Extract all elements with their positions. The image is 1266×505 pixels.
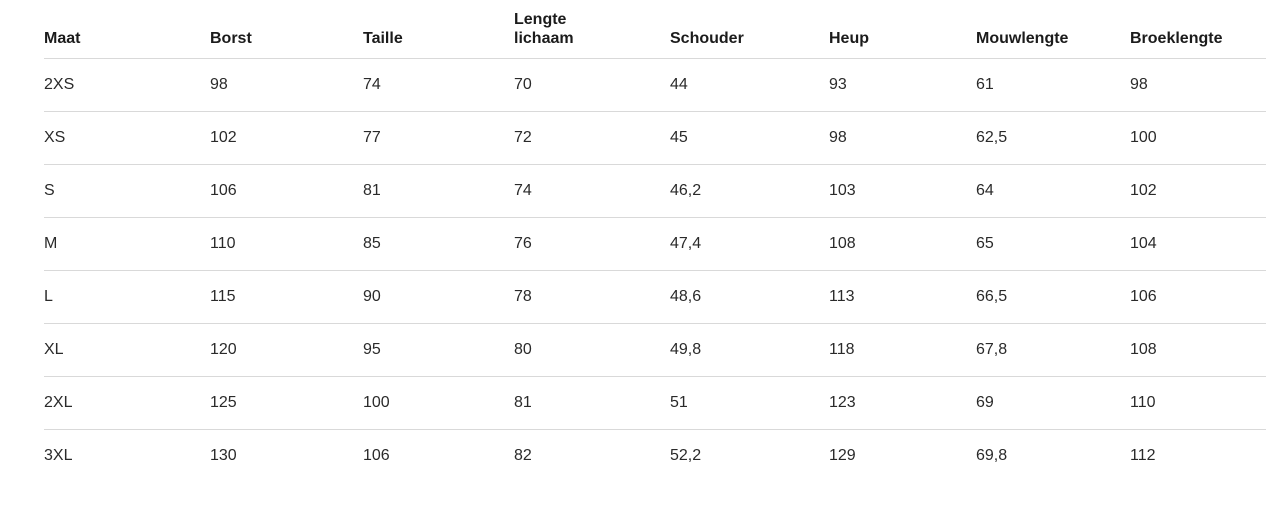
table-cell: 120: [210, 323, 363, 377]
size-label-cell: M: [44, 217, 210, 271]
table-cell: 98: [210, 58, 363, 112]
size-label-cell: 2XL: [44, 376, 210, 430]
table-cell: 103: [829, 164, 976, 218]
table-cell: 104: [1130, 217, 1266, 271]
table-cell: 118: [829, 323, 976, 377]
table-cell: 65: [976, 217, 1130, 271]
table-cell: 69,8: [976, 446, 1008, 464]
table-row: L 115 90 78 48,6 113 66,5 106: [44, 270, 1266, 324]
table-cell: 112: [1130, 446, 1156, 464]
column-header: Mouwlengte: [976, 0, 1130, 59]
table-row: M 110 85 76 47,4 108 65 104: [44, 217, 1266, 271]
table-cell: 67,8: [976, 323, 1130, 377]
table-cell: 106: [1130, 270, 1266, 324]
table-row: XS 102 77 72 45 98 62,5 100: [44, 111, 1266, 165]
column-header-label: Mouwlengte: [976, 30, 1069, 48]
table-row: 2XS 98 74 70 44 93 61 98: [44, 58, 1266, 112]
table-cell: 46,2: [670, 164, 829, 218]
table-cell: 49,8: [670, 323, 829, 377]
table-body: 2XS 98 74 70 44 93 61 98 XS 102 77 72 45 98 62,5 100 S 10…: [44, 58, 1266, 482]
table-cell: 74: [514, 164, 670, 218]
table-cell: 74: [363, 58, 514, 112]
table-cell: 81: [514, 376, 670, 430]
header-row: Maat Borst Taille Lengte lichaam Schouder Heu…: [44, 0, 1266, 59]
table-cell: 66,5: [976, 270, 1130, 324]
table-cell: 61: [976, 58, 1130, 112]
column-header-label: Lengte lichaam: [514, 11, 574, 48]
table-cell: 52,2: [670, 446, 702, 464]
size-label-cell: 3XL: [44, 446, 73, 464]
column-header: Borst: [210, 0, 363, 59]
column-header-label: Taille: [363, 30, 403, 48]
table-cell: 98: [1130, 58, 1266, 112]
table-cell: 123: [829, 376, 976, 430]
table-cell: 130: [210, 446, 237, 464]
table-cell: 82: [514, 446, 532, 464]
table-cell: 51: [670, 376, 829, 430]
column-header: Lengte lichaam: [514, 0, 670, 59]
column-header-label: Broeklengte: [1130, 30, 1223, 48]
size-label-cell: S: [44, 164, 210, 218]
column-header: Maat: [44, 0, 210, 59]
table-cell: 129: [829, 446, 856, 464]
column-header: Schouder: [670, 0, 829, 59]
size-label-cell: L: [44, 270, 210, 324]
table-row: S 106 81 74 46,2 103 64 102: [44, 164, 1266, 218]
table-cell: 125: [210, 376, 363, 430]
table-cell: 77: [363, 111, 514, 165]
table-header: Maat Borst Taille Lengte lichaam Schouder Heu…: [44, 0, 1266, 59]
size-label-cell: XS: [44, 111, 210, 165]
table-cell: 69: [976, 376, 1130, 430]
column-header-label: Maat: [44, 30, 81, 48]
table-cell: 110: [1130, 376, 1266, 430]
table-row: XL 120 95 80 49,8 118 67,8 108: [44, 323, 1266, 377]
table-cell: 102: [210, 111, 363, 165]
size-label-cell: 2XS: [44, 58, 210, 112]
table-cell: 93: [829, 58, 976, 112]
table-row: 2XL 125 100 81 51 123 69 110: [44, 376, 1266, 430]
table-cell: 80: [514, 323, 670, 377]
table-cell: 106: [210, 164, 363, 218]
table-cell: 108: [1130, 323, 1266, 377]
table-cell: 70: [514, 58, 670, 112]
table-cell: 113: [829, 270, 976, 324]
table-cell: 108: [829, 217, 976, 271]
table-cell: 85: [363, 217, 514, 271]
table-cell: 47,4: [670, 217, 829, 271]
table-row: 3XL 130 106 82 52,2 129 69,8 112: [44, 429, 1266, 482]
table-cell: 90: [363, 270, 514, 324]
table-cell: 81: [363, 164, 514, 218]
size-label-cell: XL: [44, 323, 210, 377]
table-cell: 95: [363, 323, 514, 377]
table-cell: 76: [514, 217, 670, 271]
table-cell: 110: [210, 217, 363, 271]
column-header: Heup: [829, 0, 976, 59]
table-cell: 48,6: [670, 270, 829, 324]
table-cell: 64: [976, 164, 1130, 218]
table-cell: 72: [514, 111, 670, 165]
table-cell: 115: [210, 270, 363, 324]
column-header-label: Borst: [210, 30, 252, 48]
column-header-label: Heup: [829, 30, 869, 48]
column-header: Broeklengte: [1130, 0, 1266, 59]
table-cell: 98: [829, 111, 976, 165]
table-cell: 45: [670, 111, 829, 165]
table-cell: 106: [363, 446, 390, 464]
table-cell: 100: [1130, 111, 1266, 165]
table-cell: 78: [514, 270, 670, 324]
column-header-label: Schouder: [670, 30, 744, 48]
table-cell: 102: [1130, 164, 1266, 218]
size-chart-table: Maat Borst Taille Lengte lichaam Schouder Heu…: [44, 0, 1266, 482]
column-header: Taille: [363, 0, 514, 59]
table-cell: 44: [670, 58, 829, 112]
table-cell: 62,5: [976, 111, 1130, 165]
table-cell: 100: [363, 376, 514, 430]
